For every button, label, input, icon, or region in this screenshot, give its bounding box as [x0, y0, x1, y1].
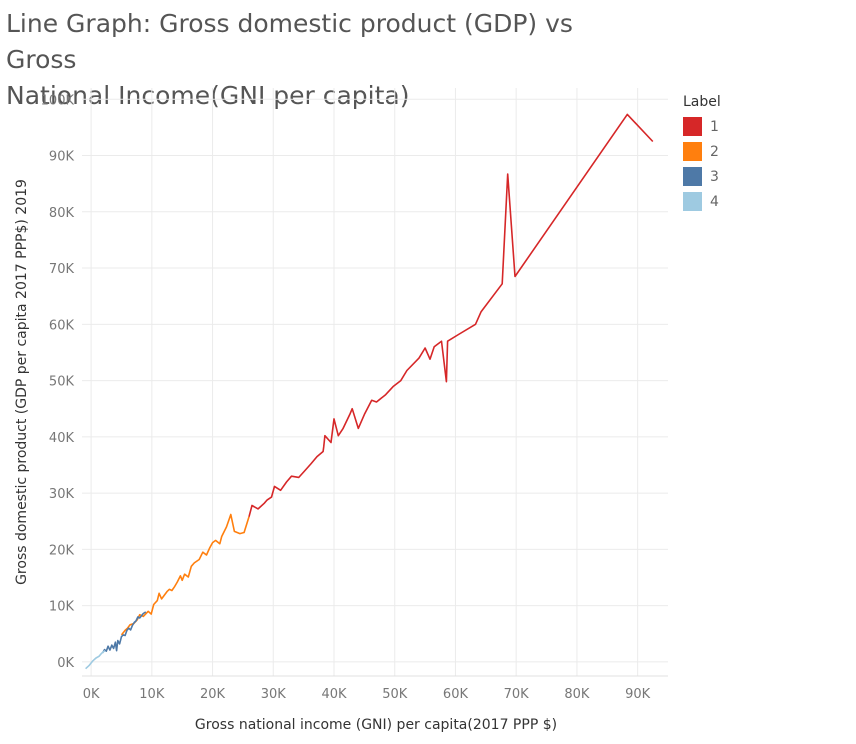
x-tick-label: 60K	[443, 687, 469, 702]
y-axis-title: Gross domestic product (GDP per capita 2…	[14, 179, 30, 585]
y-tick-label: 40K	[49, 431, 75, 446]
y-tick-label: 10K	[49, 600, 75, 615]
x-tick-label: 40K	[321, 687, 347, 702]
x-tick-label: 20K	[200, 687, 226, 702]
legend-swatch	[683, 192, 702, 211]
x-tick-label: 0K	[83, 687, 100, 702]
x-tick-label: 10K	[139, 687, 165, 702]
x-tick-label: 50K	[382, 687, 408, 702]
x-axis-ticks: 0K 10K 20K 30K 40K 50K 60K 70K 80K 90K	[83, 687, 651, 702]
y-tick-label: 80K	[49, 206, 75, 221]
series-line-4	[85, 650, 106, 670]
legend-swatch	[683, 117, 702, 136]
series-line-3	[101, 611, 147, 654]
y-tick-label: 100K	[41, 93, 75, 108]
series-line-2	[120, 513, 250, 636]
legend-label: 4	[710, 193, 719, 210]
y-tick-label: 0K	[57, 656, 74, 671]
x-tick-label: 70K	[504, 687, 530, 702]
y-tick-label: 30K	[49, 487, 75, 502]
legend-label: 1	[710, 118, 719, 135]
x-tick-label: 80K	[564, 687, 590, 702]
legend-swatch	[683, 142, 702, 161]
chart-title-line-2: National Income(GNI per capita)	[6, 81, 410, 110]
y-tick-label: 70K	[49, 262, 75, 277]
series-line-1	[248, 113, 654, 518]
x-tick-label: 90K	[625, 687, 651, 702]
legend: Label 1 2 3 4	[683, 94, 721, 214]
series-lines	[85, 113, 654, 670]
x-axis-title: Gross national income (GNI) per capita(2…	[195, 717, 557, 733]
legend-item-3[interactable]: 3	[683, 164, 721, 189]
y-axis-ticks: 0K 10K 20K 30K 40K 50K 60K 70K 80K 90K 100K	[41, 93, 75, 671]
legend-title: Label	[683, 94, 721, 110]
chart-title: Line Graph: Gross domestic product (GDP)…	[6, 6, 646, 114]
legend-item-4[interactable]: 4	[683, 189, 721, 214]
legend-label: 3	[710, 168, 719, 185]
legend-label: 2	[710, 143, 719, 160]
y-tick-label: 50K	[49, 375, 75, 390]
legend-item-1[interactable]: 1	[683, 114, 721, 139]
grid-lines	[82, 88, 668, 677]
y-tick-label: 60K	[49, 318, 75, 333]
y-tick-label: 20K	[49, 543, 75, 558]
chart-title-line-1: Line Graph: Gross domestic product (GDP)…	[6, 9, 573, 74]
x-tick-label: 30K	[261, 687, 287, 702]
legend-items: 1 2 3 4	[683, 114, 721, 214]
y-tick-label: 90K	[49, 150, 75, 165]
legend-swatch	[683, 167, 702, 186]
legend-item-2[interactable]: 2	[683, 139, 721, 164]
